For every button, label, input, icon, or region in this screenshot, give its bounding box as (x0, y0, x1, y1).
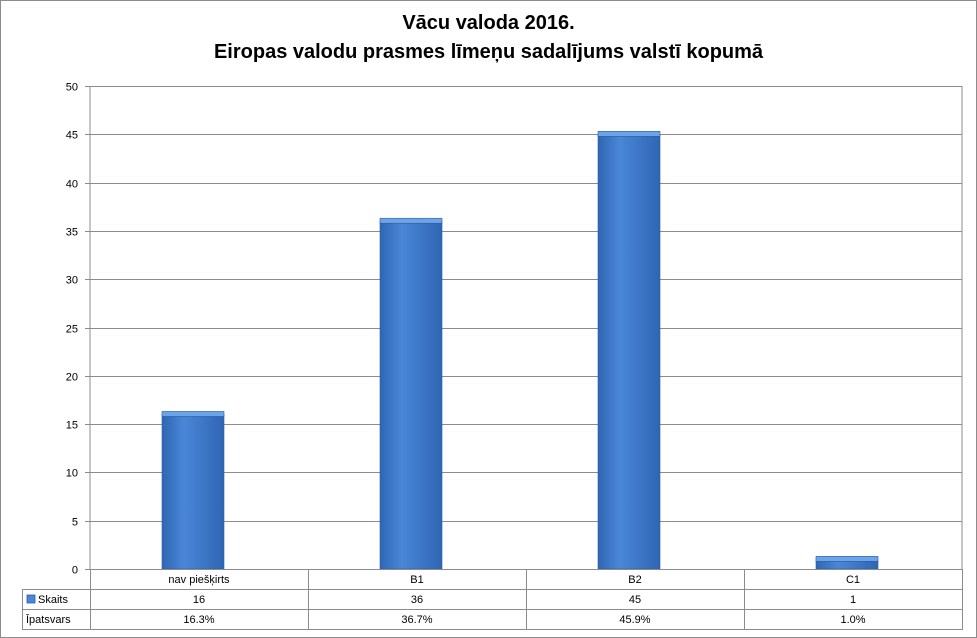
y-tick-label: 35 (66, 227, 78, 239)
bar (161, 414, 225, 570)
table-cell: 16.3% (183, 614, 214, 626)
bar (597, 134, 661, 570)
bar (379, 220, 443, 570)
y-tick-label: 10 (66, 468, 78, 480)
y-tick-label: 50 (66, 82, 78, 94)
table-cell: 36.7% (401, 614, 432, 626)
legend-key-swatch (26, 594, 36, 604)
table-cell: 16 (193, 594, 205, 606)
category-label: B2 (628, 574, 641, 586)
bar-top (379, 217, 443, 224)
y-tick-label: 30 (66, 275, 78, 287)
category-label: C1 (846, 574, 860, 586)
table-row-label: Skaits (38, 594, 68, 606)
y-tick-label: 40 (66, 179, 78, 191)
y-tick-label: 25 (66, 324, 78, 336)
category-label: B1 (410, 574, 423, 586)
bar-top (161, 411, 225, 417)
bar-top (815, 556, 879, 562)
table-row-label: Īpatsvars (26, 614, 71, 626)
y-tick-label: 20 (66, 372, 78, 384)
table-cell: 36 (411, 594, 423, 606)
table-cell: 1.0% (840, 614, 865, 626)
table-cell: 45.9% (619, 614, 650, 626)
y-tick-label: 0 (72, 565, 78, 577)
chart-subtitle: Eiropas valodu prasmes līmeņu sadalījums… (213, 41, 764, 63)
table-cell: 1 (850, 594, 856, 606)
y-tick-label: 5 (72, 517, 78, 529)
table-row (22, 589, 963, 610)
y-tick-label: 15 (66, 420, 78, 432)
chart-title: Vācu valoda 2016. (402, 12, 575, 34)
table-cell: 45 (629, 594, 641, 606)
table-row (22, 609, 963, 630)
category-label: nav piešķirts (168, 574, 230, 586)
bar-top (597, 131, 661, 137)
y-tick-label: 45 (66, 130, 78, 142)
